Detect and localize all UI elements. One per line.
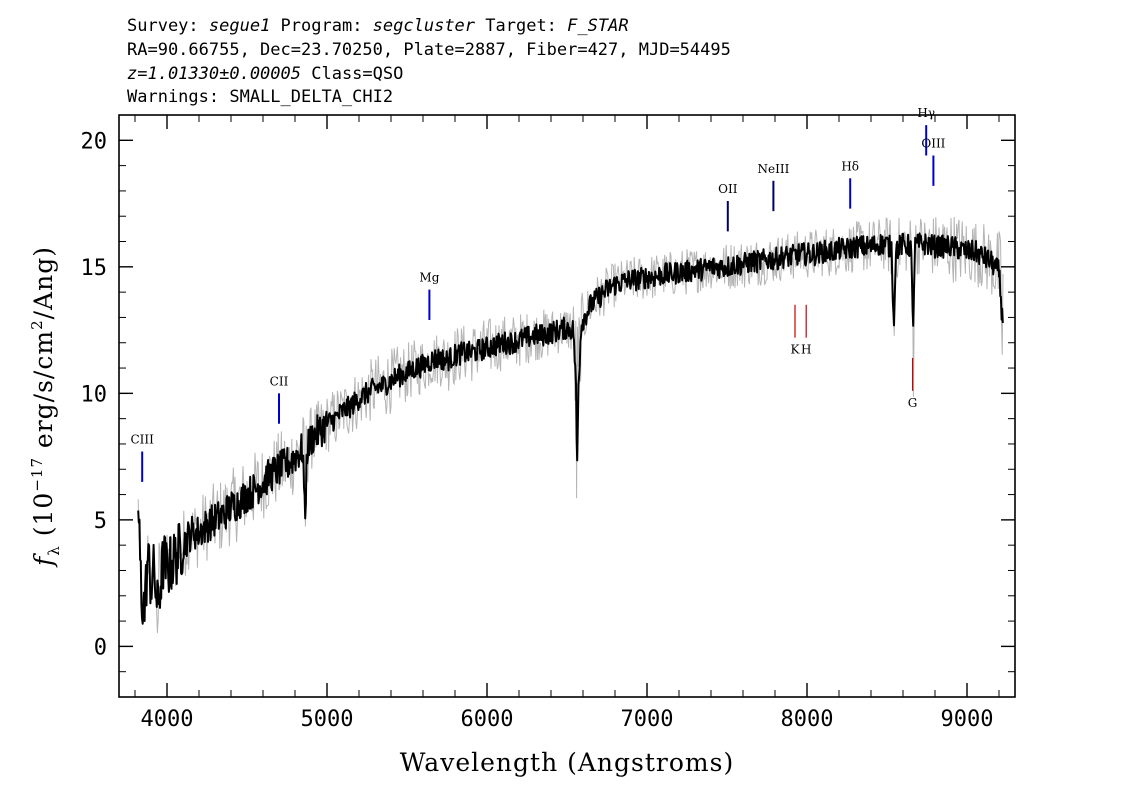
y-tick-label: 5 [94, 509, 107, 534]
x-tick-label: 6000 [461, 707, 514, 732]
emission-line-label-ciii: CIII [130, 433, 154, 447]
x-tick-label: 7000 [621, 707, 674, 732]
absorption-line-label-k: K [791, 343, 801, 357]
series-flux [137, 232, 1004, 625]
y-tick-label: 0 [94, 635, 107, 660]
flux-layer [137, 232, 1004, 625]
header-line-coords: RA=90.66755, Dec=23.70250, Plate=2887, F… [127, 40, 731, 60]
header-span-0: z=1.01330±0.00005 [127, 64, 301, 84]
header-line-survey: Survey: segue1 Program: segcluster Targe… [127, 16, 629, 36]
emission-line-label-h-: Hδ [841, 159, 859, 173]
header-span-5: F_STAR [567, 16, 628, 36]
y-axis-label: fλ (10−17 erg/s/cm2/Ang) [28, 246, 63, 568]
x-tick-label: 9000 [941, 707, 994, 732]
header-line-redshift: z=1.01330±0.00005 Class=QSO [127, 64, 403, 84]
emission-line-label-oiii: OIII [921, 136, 945, 150]
y-tick-label: 15 [81, 256, 108, 281]
absorption-line-label-h: H [801, 343, 811, 357]
header-span-1: segue1 [209, 16, 270, 36]
y-tick-label: 10 [81, 382, 108, 407]
emission-line-label-h-: Hγ [917, 106, 935, 120]
header-span-3: segcluster [373, 16, 476, 36]
axis-ticks-layer: 4000 5000 6000 7000 8000 9000 0 5 10 15 20 [81, 114, 1015, 732]
chart-header: Survey: segue1 Program: segcluster Targe… [127, 16, 731, 107]
header-span-0: Survey: [127, 16, 209, 36]
emission-line-label-oii: OII [718, 182, 738, 196]
x-tick-label: 8000 [781, 707, 834, 732]
x-axis-label: Wavelength (Angstroms) [400, 748, 734, 777]
emission-line-label-mg: Mg [419, 271, 439, 285]
plot-area: CIII CII Mg OII NeIII Hδ Hγ OIII K H G 4000 5000 600… [81, 106, 1016, 732]
spectral-lines-layer: CIII CII Mg OII NeIII Hδ Hγ OIII K H G [130, 106, 946, 482]
plot-frame [118, 114, 1016, 698]
absorption-line-label-g: G [908, 396, 918, 410]
x-tick-label: 5000 [301, 707, 354, 732]
header-line-warnings: Warnings: SMALL_DELTA_CHI2 [127, 87, 393, 107]
header-span-2: Program: [270, 16, 372, 36]
header-span-4: Target: [475, 16, 567, 36]
header-span-1: Class=QSO [301, 64, 403, 84]
x-tick-label: 4000 [141, 707, 194, 732]
emission-line-label-cii: CII [270, 374, 289, 388]
emission-line-label-neiii: NeIII [757, 162, 789, 176]
y-tick-label: 20 [81, 129, 108, 154]
svg-text:fλ (10−17 erg/s/cm2/Ang): fλ (10−17 erg/s/cm2/Ang) [28, 246, 63, 568]
